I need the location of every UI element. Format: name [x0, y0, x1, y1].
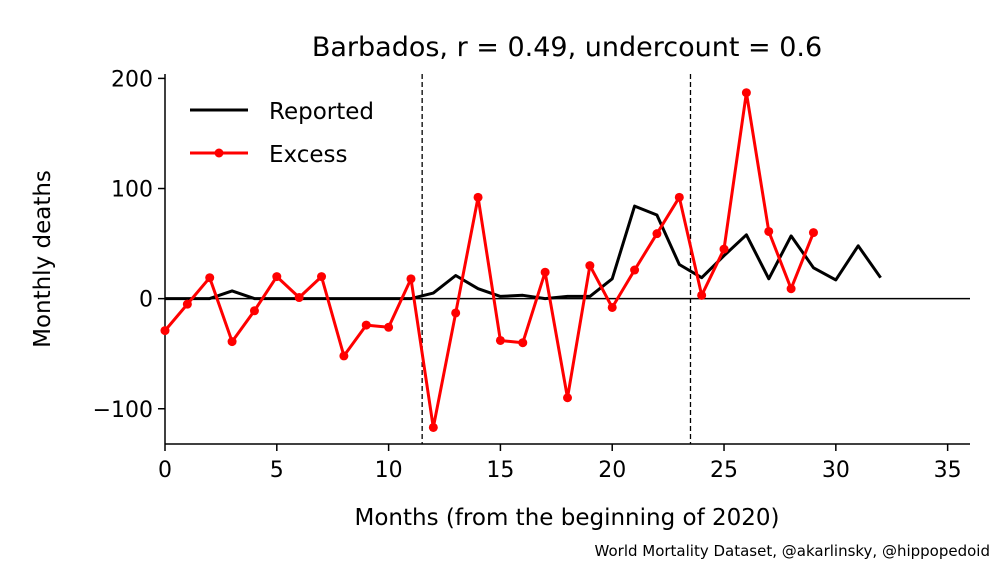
excess-point: [808, 228, 818, 238]
excess-point: [630, 265, 640, 275]
excess-point: [607, 302, 617, 312]
excess-series-line: [163, 91, 815, 429]
excess-point: [339, 351, 349, 361]
excess-point: [786, 284, 796, 294]
excess-point: [741, 88, 751, 98]
excess-point: [249, 306, 259, 316]
y-tick-label: 200: [111, 67, 153, 92]
excess-point: [674, 192, 684, 202]
x-tick-label: 30: [822, 458, 850, 483]
excess-point: [227, 337, 237, 347]
excess-point: [406, 274, 416, 284]
excess-point: [473, 192, 483, 202]
y-axis-label: Monthly deaths: [30, 170, 56, 348]
plot-area: 0 5 10 15 20 25 30 35 −100 0 100 200: [93, 67, 970, 483]
excess-point: [585, 261, 595, 271]
excess-point: [361, 320, 371, 330]
y-tick-label: −100: [93, 398, 153, 423]
excess-point: [317, 272, 327, 282]
x-tick-label: 25: [710, 458, 738, 483]
excess-point: [182, 299, 192, 309]
excess-point: [540, 267, 550, 277]
x-tick-label: 20: [598, 458, 626, 483]
excess-point: [563, 393, 572, 403]
excess-point: [294, 293, 304, 303]
legend-reported-label: Reported: [269, 99, 374, 125]
excess-point: [518, 338, 528, 348]
credit-text: World Mortality Dataset, @akarlinsky, @h…: [595, 542, 990, 560]
x-tick-label: 10: [375, 458, 403, 483]
x-axis-label: Months (from the beginning of 2020): [354, 505, 779, 531]
legend-excess-marker: [214, 148, 224, 158]
excess-point: [652, 229, 662, 239]
excess-point: [495, 335, 505, 345]
excess-point: [384, 322, 394, 332]
excess-point: [160, 326, 170, 336]
reported-series-line: [165, 204, 882, 301]
chart-title: Barbados, r = 0.49, undercount = 0.6: [312, 32, 822, 63]
legend: Reported Excess: [190, 99, 374, 168]
excess-point: [451, 308, 461, 318]
x-tick-label: 0: [158, 458, 172, 483]
excess-point: [272, 272, 282, 282]
y-tick-label: 100: [111, 178, 153, 203]
excess-point: [205, 273, 215, 283]
x-tick-label: 35: [934, 458, 962, 483]
excess-point: [697, 290, 707, 300]
x-tick-label: 15: [486, 458, 514, 483]
legend-excess-label: Excess: [269, 142, 348, 168]
excess-point: [719, 244, 729, 254]
excess-point: [764, 226, 774, 236]
y-tick-label: 0: [139, 288, 153, 313]
excess-point: [428, 422, 438, 432]
x-tick-label: 5: [270, 458, 284, 483]
